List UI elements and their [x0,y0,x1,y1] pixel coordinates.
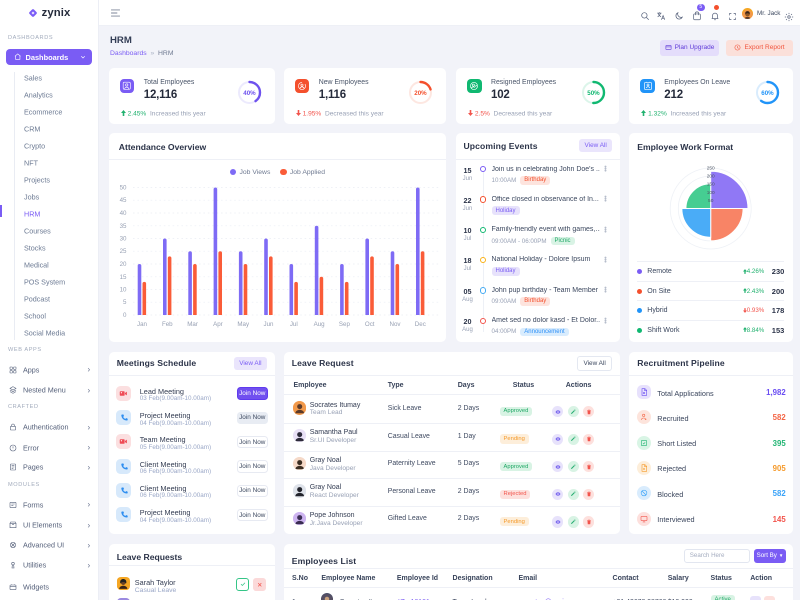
svg-text:Apr: Apr [213,321,223,328]
svg-text:50%: 50% [588,90,601,97]
svg-text:Feb: Feb [162,321,173,328]
svg-text:50: 50 [708,197,714,203]
svg-text:Nov: Nov [389,321,401,328]
svg-text:0: 0 [123,312,127,319]
svg-text:May: May [237,321,250,328]
svg-text:35: 35 [119,222,126,229]
svg-text:250: 250 [707,165,715,171]
svg-text:25: 25 [119,248,126,255]
svg-text:Mar: Mar [187,321,198,328]
svg-text:50: 50 [119,184,126,191]
svg-text:Oct: Oct [365,321,375,328]
svg-text:100: 100 [707,189,715,195]
svg-text:Jun: Jun [263,321,274,328]
svg-text:60%: 60% [761,90,774,97]
svg-text:20%: 20% [415,90,428,97]
svg-text:40%: 40% [243,90,256,97]
svg-text:30: 30 [119,235,126,242]
svg-text:40: 40 [119,210,126,217]
svg-text:Aug: Aug [313,321,325,328]
svg-text:200: 200 [707,173,715,179]
svg-text:15: 15 [119,273,126,280]
svg-text:Jul: Jul [290,321,298,328]
svg-text:5: 5 [123,299,127,306]
svg-text:Dec: Dec [415,321,426,328]
svg-text:20: 20 [119,261,126,268]
svg-text:150: 150 [707,181,715,187]
svg-text:Jan: Jan [137,321,148,328]
svg-text:45: 45 [119,197,126,204]
svg-text:10: 10 [119,286,126,293]
svg-text:Sep: Sep [339,321,351,328]
